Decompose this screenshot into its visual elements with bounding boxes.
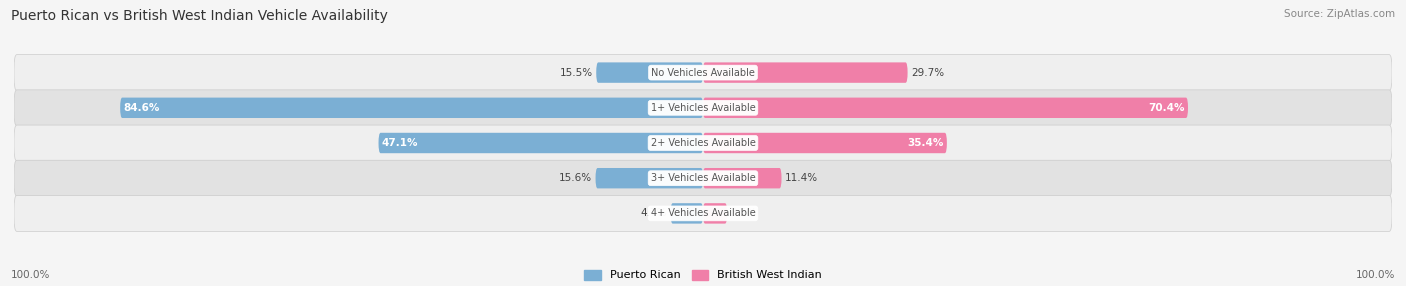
Text: No Vehicles Available: No Vehicles Available [651,67,755,78]
Text: 70.4%: 70.4% [1149,103,1185,113]
Text: 29.7%: 29.7% [911,67,945,78]
Text: 2+ Vehicles Available: 2+ Vehicles Available [651,138,755,148]
Text: 15.5%: 15.5% [560,67,593,78]
Text: 47.1%: 47.1% [382,138,419,148]
FancyBboxPatch shape [14,90,1392,126]
FancyBboxPatch shape [378,133,703,153]
FancyBboxPatch shape [703,62,908,83]
Text: 35.4%: 35.4% [907,138,943,148]
Text: 15.6%: 15.6% [560,173,592,183]
Text: 100.0%: 100.0% [1355,270,1395,280]
FancyBboxPatch shape [596,168,703,188]
Text: 1+ Vehicles Available: 1+ Vehicles Available [651,103,755,113]
Text: Source: ZipAtlas.com: Source: ZipAtlas.com [1284,9,1395,19]
Text: 100.0%: 100.0% [11,270,51,280]
FancyBboxPatch shape [14,160,1392,196]
FancyBboxPatch shape [14,55,1392,91]
Text: 84.6%: 84.6% [124,103,160,113]
Legend: Puerto Rican, British West Indian: Puerto Rican, British West Indian [583,270,823,281]
Text: 4+ Vehicles Available: 4+ Vehicles Available [651,208,755,219]
Text: 3+ Vehicles Available: 3+ Vehicles Available [651,173,755,183]
Text: 3.5%: 3.5% [731,208,756,219]
Text: 11.4%: 11.4% [785,173,818,183]
Text: 4.7%: 4.7% [641,208,668,219]
FancyBboxPatch shape [703,203,727,224]
FancyBboxPatch shape [120,98,703,118]
FancyBboxPatch shape [671,203,703,224]
FancyBboxPatch shape [14,125,1392,161]
FancyBboxPatch shape [703,98,1188,118]
FancyBboxPatch shape [14,195,1392,231]
FancyBboxPatch shape [703,133,946,153]
FancyBboxPatch shape [703,168,782,188]
FancyBboxPatch shape [596,62,703,83]
Text: Puerto Rican vs British West Indian Vehicle Availability: Puerto Rican vs British West Indian Vehi… [11,9,388,23]
